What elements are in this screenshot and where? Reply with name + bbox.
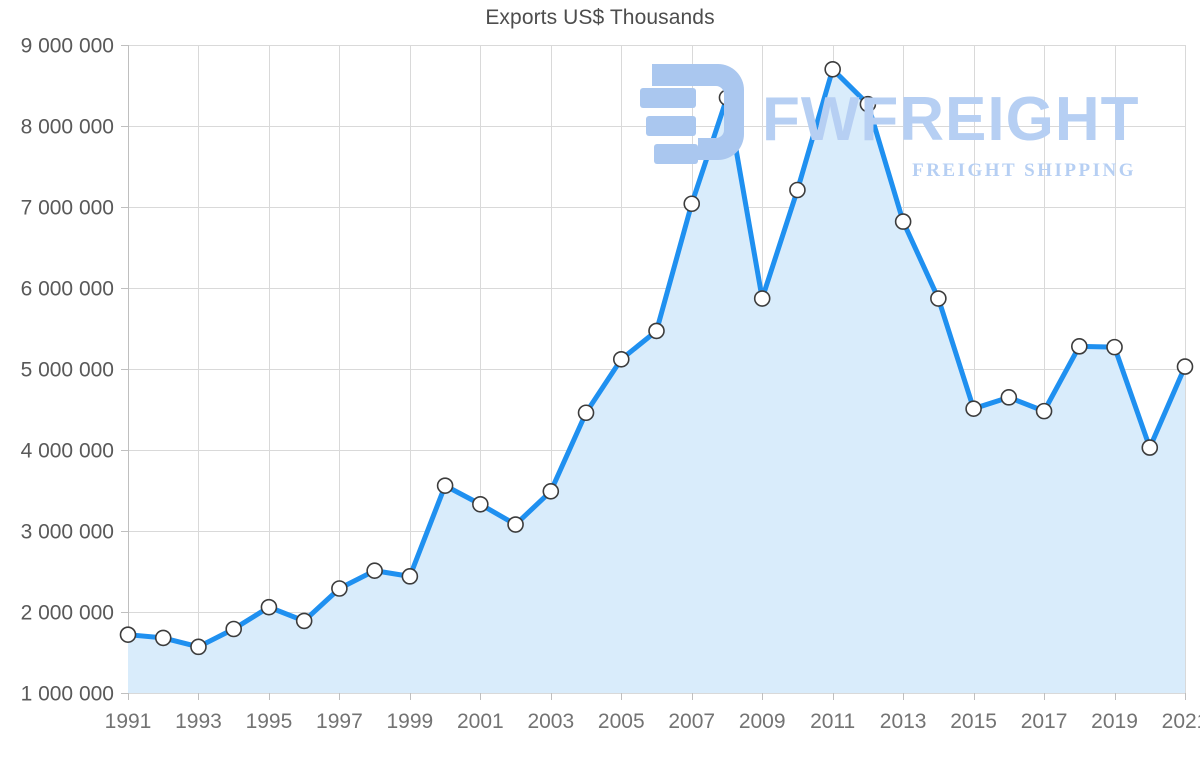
x-axis-tick-label: 2017 bbox=[1021, 710, 1068, 733]
y-axis-tick-label: 4 000 000 bbox=[21, 440, 114, 463]
y-axis-tick-label: 2 000 000 bbox=[21, 602, 114, 625]
x-axis-tick-label: 2009 bbox=[739, 710, 786, 733]
series-area bbox=[128, 69, 1185, 694]
x-axis-tick-labels: 1991 1993 1995 1997 1999 2001 2003 2005 2007 2009… bbox=[105, 710, 1200, 733]
x-axis-tick-label: 2021 bbox=[1162, 710, 1200, 733]
x-axis-tick-label: 2005 bbox=[598, 710, 645, 733]
y-axis-tick-label: 3 000 000 bbox=[21, 521, 114, 544]
y-axis-tick-label: 9 000 000 bbox=[21, 35, 114, 58]
x-axis-tick-label: 1999 bbox=[387, 710, 434, 733]
x-axis-tick-label: 2003 bbox=[527, 710, 574, 733]
y-axis-tick-label: 7 000 000 bbox=[21, 197, 114, 220]
y-axis-tick-label: 6 000 000 bbox=[21, 278, 114, 301]
x-axis-tick-label: 2007 bbox=[668, 710, 715, 733]
x-axis-tick-label: 1997 bbox=[316, 710, 363, 733]
chart-title: Exports US$ Thousands bbox=[485, 6, 715, 29]
y-axis-tick-label: 8 000 000 bbox=[21, 116, 114, 139]
x-axis-tick-label: 2019 bbox=[1091, 710, 1138, 733]
y-axis-tick-label: 5 000 000 bbox=[21, 359, 114, 382]
y-axis-tick-label: 1 000 000 bbox=[21, 683, 114, 706]
x-axis-tick-label: 2011 bbox=[810, 710, 855, 733]
x-axis-tick-label: 1993 bbox=[175, 710, 222, 733]
x-axis-tick-label: 2015 bbox=[950, 710, 997, 733]
x-axis-tick-label: 2001 bbox=[457, 710, 504, 733]
x-axis-tick-label: 1991 bbox=[105, 710, 152, 733]
series-markers bbox=[119, 61, 1194, 656]
y-axis-tick-labels: 1 000 000 2 000 000 3 000 000 4 000 000 5 00… bbox=[21, 35, 114, 706]
x-axis-tick-label: 2013 bbox=[880, 710, 927, 733]
x-axis-tick-label: 1995 bbox=[246, 710, 293, 733]
